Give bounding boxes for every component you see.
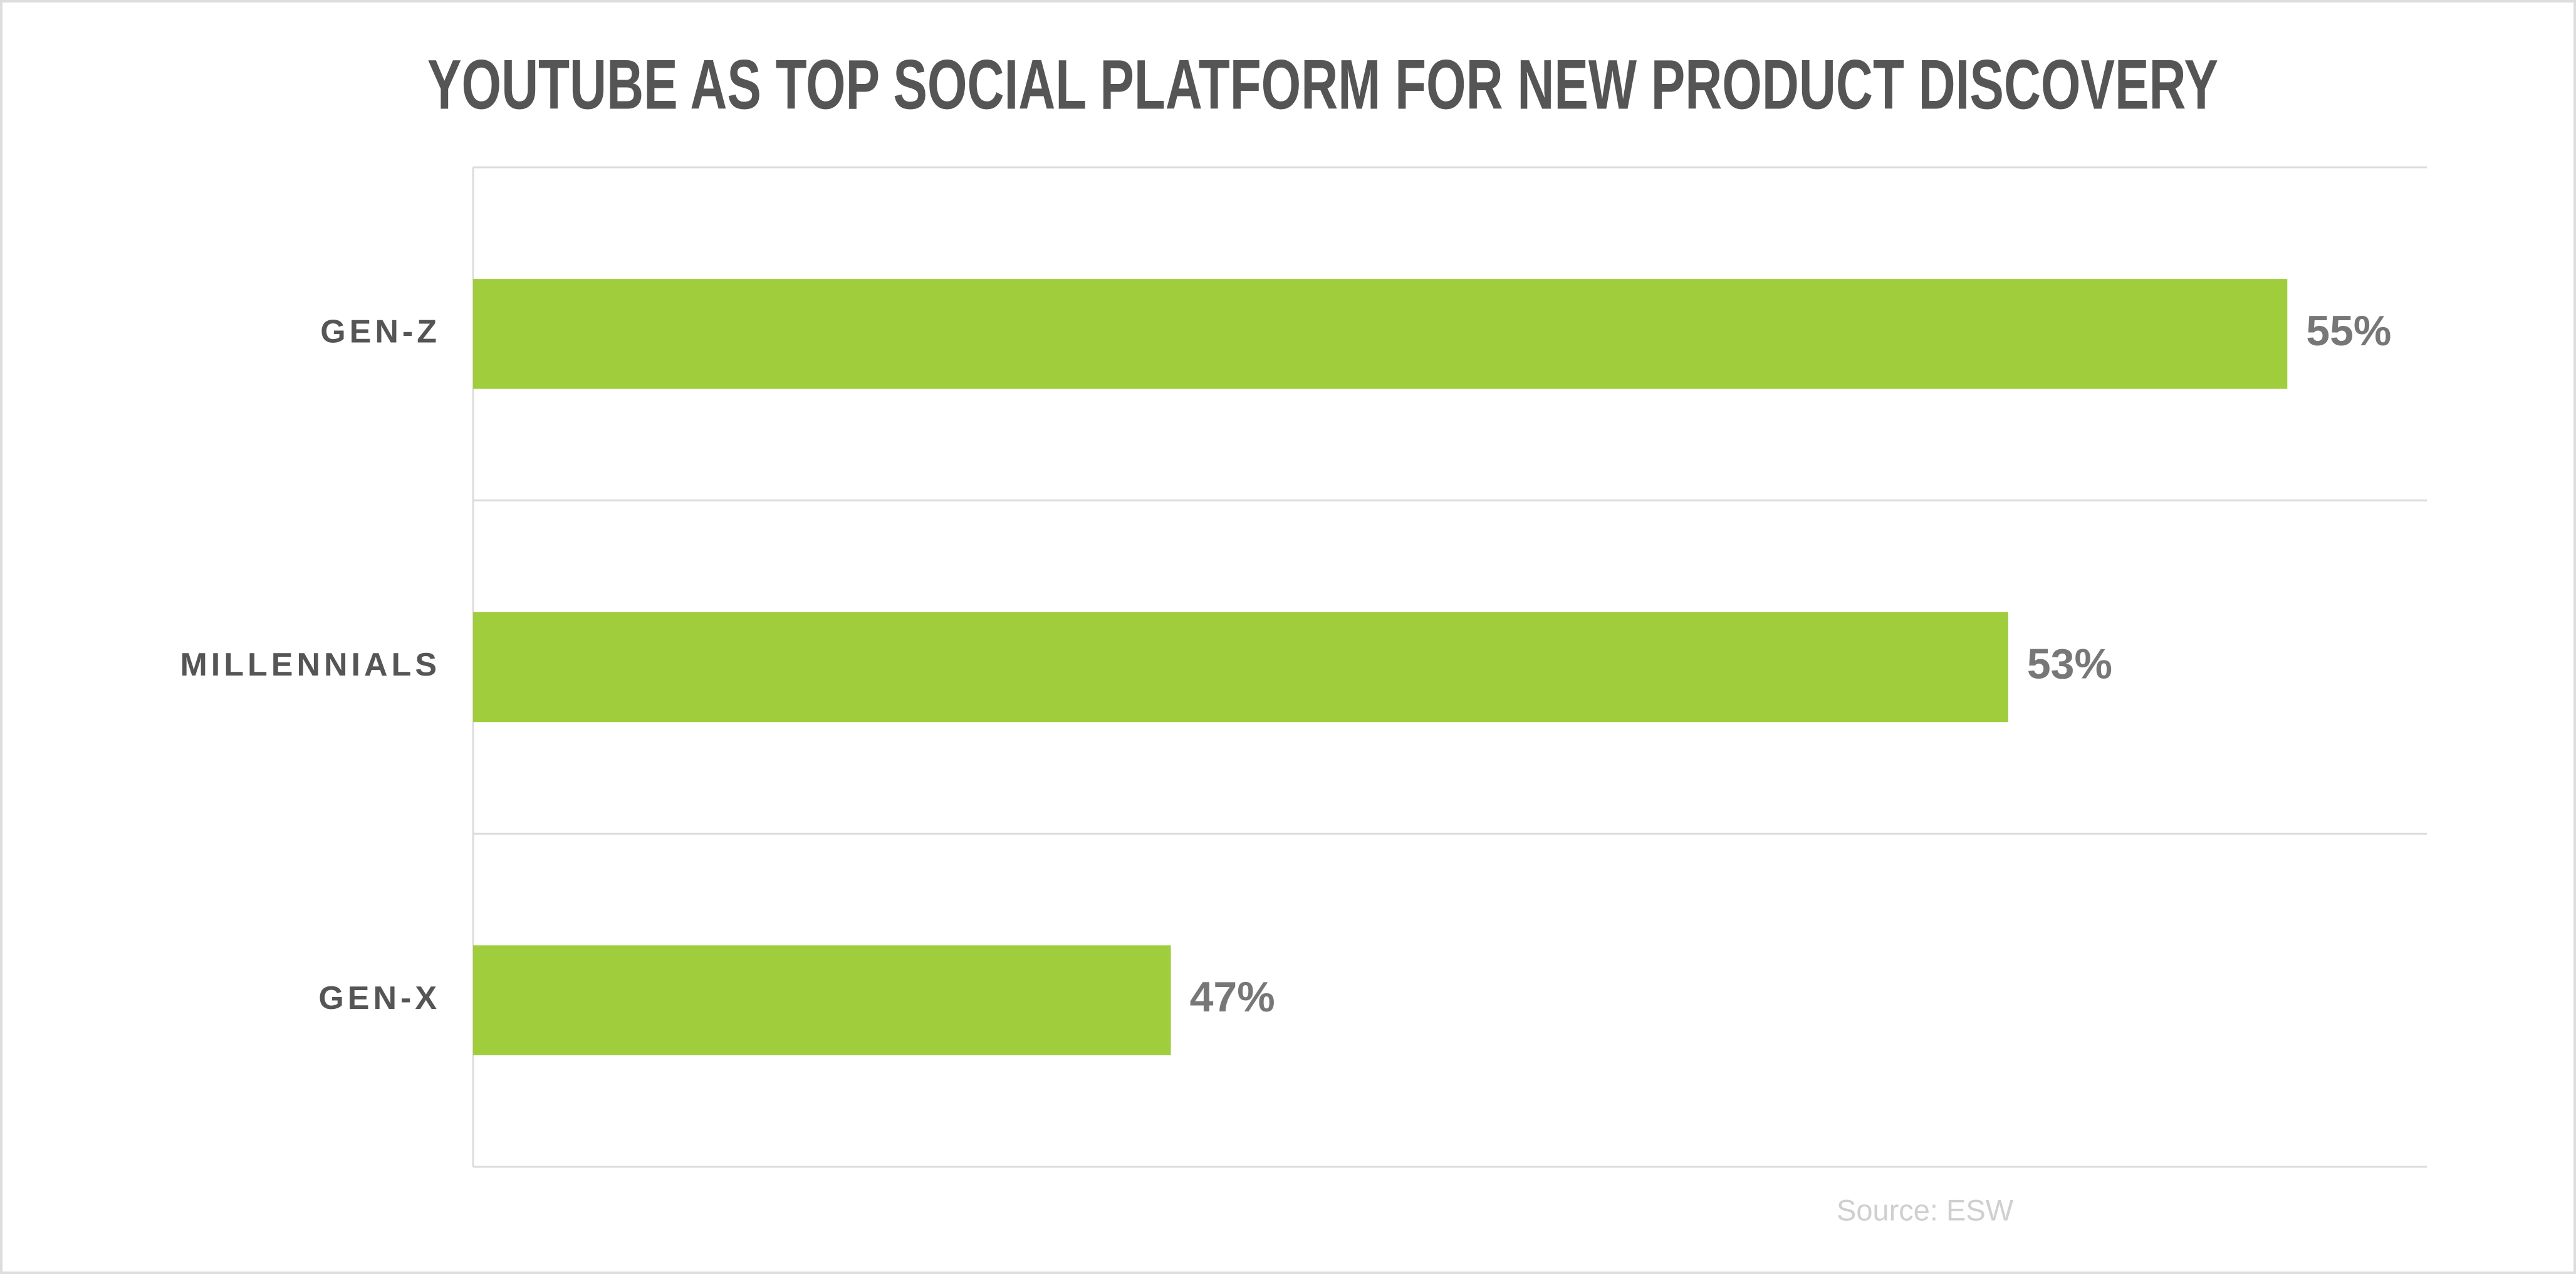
bar (473, 945, 1171, 1055)
bar (473, 612, 2008, 723)
category-label: MILLENNIALS (180, 647, 441, 683)
source-note: Source: ESW (1837, 1193, 2014, 1226)
category-label: GEN-X (318, 980, 441, 1016)
bar (473, 279, 2288, 389)
value-label: 47% (1190, 973, 1275, 1021)
chart-title: YOUTUBE AS TOP SOCIAL PLATFORM FOR NEW P… (427, 46, 2218, 124)
value-label: 55% (2306, 307, 2391, 355)
value-label: 53% (2027, 640, 2112, 687)
category-label: GEN-Z (320, 314, 441, 350)
